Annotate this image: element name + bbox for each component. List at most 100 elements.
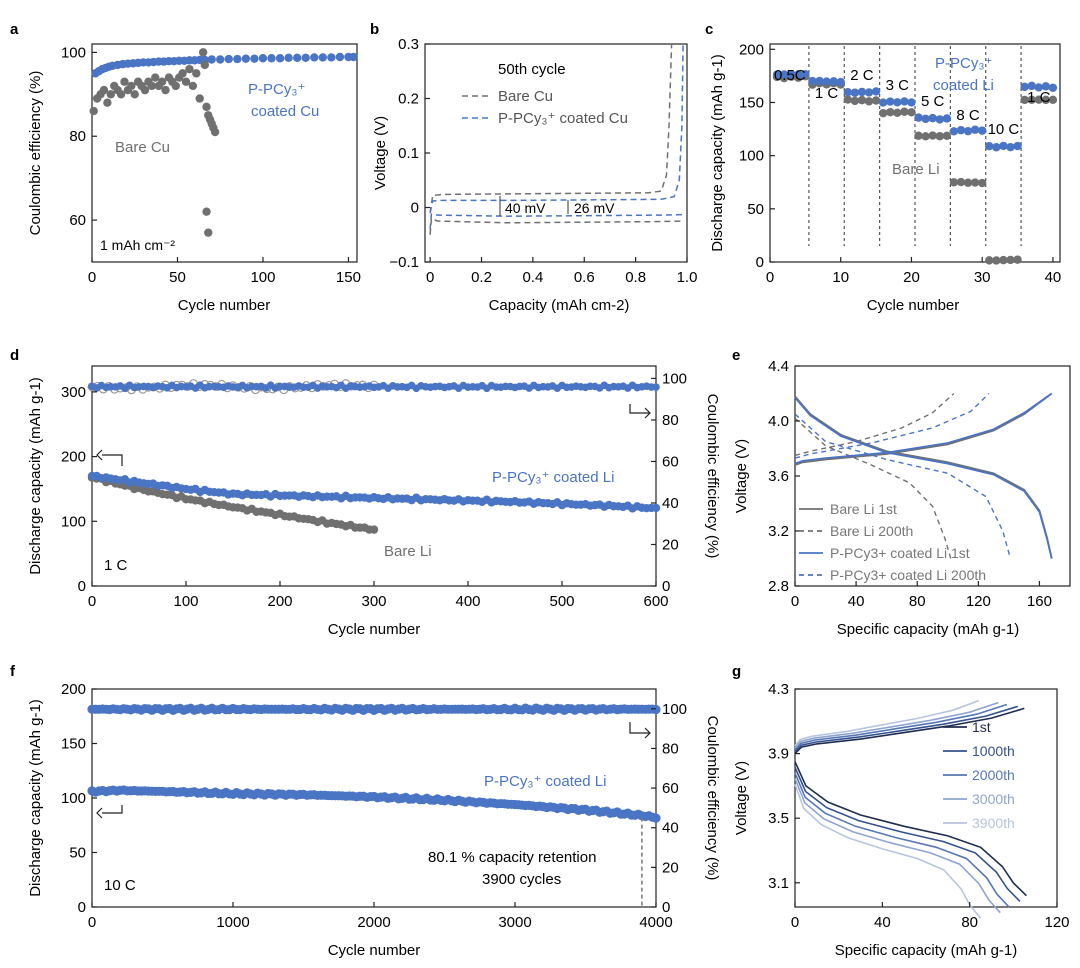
rate-label-c-1: 1 C bbox=[815, 85, 839, 102]
point-c-s0-5 bbox=[801, 69, 810, 79]
y-label-a: Coulombic efficiency (%) bbox=[27, 71, 44, 236]
legend-label-g-2: 2000th bbox=[972, 767, 1015, 783]
y-tick-label-e-3: 4.0 bbox=[768, 413, 789, 430]
point-a-s0-31 bbox=[267, 54, 276, 63]
y2-tick-label-f-0: 0 bbox=[662, 899, 670, 916]
y2-tick-label-d-0: 0 bbox=[662, 578, 670, 595]
y-label-e: Voltage (V) bbox=[733, 439, 750, 513]
point-c-s0-1 bbox=[772, 70, 782, 79]
y-label-d: Discharge capacity (mAh g-1) bbox=[27, 377, 44, 575]
f-cycles-annotation: 3900 cycles bbox=[482, 871, 561, 888]
point-c-s0-29 bbox=[970, 125, 980, 134]
y-tick-label-b-1: 0 bbox=[411, 200, 419, 217]
point-c-s1-12 bbox=[850, 96, 860, 106]
point-c-s1-36 bbox=[1020, 95, 1029, 105]
x-tick-label-c-1: 10 bbox=[832, 269, 849, 286]
point-c-s1-24 bbox=[935, 132, 944, 141]
point-a-s1-26 bbox=[178, 69, 187, 78]
x-tick-label-d-4: 400 bbox=[455, 593, 480, 610]
curve-g-charge-1 bbox=[794, 705, 1019, 753]
c-coated-annotation: coated Li bbox=[933, 77, 994, 94]
d-right-axis-arrow bbox=[629, 404, 650, 414]
ticks-a: 0 50 100 150 60 80 100 bbox=[61, 44, 361, 286]
point-a-s0-26 bbox=[224, 54, 233, 64]
cap-f-4000 bbox=[651, 813, 661, 823]
point-c-s1-38 bbox=[1034, 95, 1043, 104]
point-c-s0-30 bbox=[977, 126, 987, 135]
legend-label-g-0: 1st bbox=[972, 719, 991, 735]
point-c-s0-9 bbox=[829, 77, 838, 86]
panel-label-g: g bbox=[732, 663, 741, 680]
point-c-s1-14 bbox=[864, 97, 874, 106]
point-a-s1-28 bbox=[185, 64, 194, 74]
point-c-s0-26 bbox=[949, 127, 959, 136]
point-c-s0-34 bbox=[1006, 142, 1015, 152]
x-label-d: Cycle number bbox=[328, 621, 421, 638]
y-tick-label-f-2: 100 bbox=[61, 790, 86, 807]
x-tick-label-b-0: 0 bbox=[426, 269, 434, 286]
point-a-s0-30 bbox=[258, 54, 268, 63]
panel-f: f 0 1000 2000 3000 4000050100150200020406080… bbox=[10, 663, 721, 959]
point-c-s0-38 bbox=[1034, 83, 1043, 92]
x-tick-label-a-0: 0 bbox=[88, 269, 96, 286]
y-tick-label-d-0: 0 bbox=[78, 578, 86, 595]
point-a-s1-34 bbox=[202, 102, 211, 112]
ticks-b: 0 0.2 0.4 0.6 0.8 1.0 −0.1 0 0.1 0.2 0.3 bbox=[389, 36, 697, 286]
y2-tick-label-d-1: 20 bbox=[662, 536, 679, 553]
y2-tick-label-d-4: 80 bbox=[662, 412, 679, 429]
x-tick-label-f-3: 3000 bbox=[498, 914, 531, 931]
c-ppcy3-annotation: P-PCy₃⁺ bbox=[935, 55, 992, 72]
b-gap1-annotation: 40 mV bbox=[505, 200, 546, 216]
curve-e-s3-charge bbox=[794, 392, 990, 459]
y-tick-label-b-0: −0.1 bbox=[389, 254, 419, 271]
point-c-s0-23 bbox=[928, 113, 937, 123]
a-coated-annotation: coated Cu bbox=[251, 103, 319, 120]
b-legend-coated: P-PCy₃⁺ coated Cu bbox=[498, 110, 628, 127]
y2-tick-label-f-4: 80 bbox=[662, 740, 679, 757]
legend-label-g-1: 1000th bbox=[972, 743, 1015, 759]
point-c-s1-16 bbox=[878, 108, 888, 118]
y-tick-label-g-1: 3.5 bbox=[768, 810, 789, 827]
point-c-s0-28 bbox=[963, 126, 973, 136]
point-a-s1-15 bbox=[140, 85, 150, 95]
curve-g-charge-3 bbox=[794, 701, 999, 749]
point-a-s1-9 bbox=[120, 77, 129, 86]
point-a-s1-21 bbox=[161, 85, 170, 95]
y2-tick-label-f-2: 40 bbox=[662, 820, 679, 837]
y-tick-label-e-0: 2.8 bbox=[768, 578, 789, 595]
point-a-s1-30 bbox=[192, 69, 201, 78]
y-tick-label-c-3: 150 bbox=[739, 94, 764, 111]
rate-label-c-7: 1 C bbox=[1027, 89, 1051, 106]
point-c-s1-25 bbox=[942, 131, 952, 141]
legend-label-e-1: Bare Li 200th bbox=[830, 523, 913, 539]
y-tick-label-d-2: 200 bbox=[61, 449, 86, 466]
marks-g bbox=[794, 699, 1027, 919]
point-a-s1-41 bbox=[204, 228, 213, 237]
point-c-s0-13 bbox=[857, 87, 867, 97]
x-tick-label-d-5: 500 bbox=[549, 593, 574, 610]
point-c-s0-4 bbox=[794, 70, 803, 79]
f-retention-annotation: 80.1 % capacity retention bbox=[428, 849, 596, 866]
point-c-s1-17 bbox=[886, 107, 895, 117]
y-tick-label-e-2: 3.6 bbox=[768, 468, 789, 485]
y-tick-label-a-2: 100 bbox=[61, 44, 86, 61]
point-a-s1-27 bbox=[181, 77, 191, 86]
x-tick-label-b-3: 0.6 bbox=[574, 269, 595, 286]
panel-b: b 0 0.2 0.4 0.6 0.8 1.0 −0.1 0 0.1 0.2 0.3 Capacit… bbox=[370, 21, 697, 314]
point-c-s0-16 bbox=[878, 98, 888, 107]
point-a-s0-35 bbox=[301, 53, 310, 63]
f-right-axis-arrow bbox=[629, 722, 650, 734]
x-tick-label-b-1: 0.2 bbox=[471, 269, 492, 286]
d-bare-annotation: Bare Li bbox=[384, 543, 432, 560]
y-tick-label-c-0: 0 bbox=[756, 254, 764, 271]
point-a-s0-27 bbox=[233, 54, 242, 64]
plot-frame-c bbox=[769, 43, 1061, 263]
curve-b-s1-discharge bbox=[429, 213, 685, 230]
curve-g-discharge-3 bbox=[794, 778, 1001, 914]
marks-c: 0.5C 1 C 2 C 3 C 5 C 8 C 10 C 1 C bbox=[772, 46, 1058, 265]
c-bare-annotation: Bare Li bbox=[892, 161, 940, 178]
y2-tick-label-f-5: 100 bbox=[662, 701, 687, 718]
y-tick-label-d-1: 100 bbox=[61, 513, 86, 530]
x-tick-label-e-4: 160 bbox=[1027, 593, 1052, 610]
x-tick-label-b-4: 0.8 bbox=[625, 269, 646, 286]
